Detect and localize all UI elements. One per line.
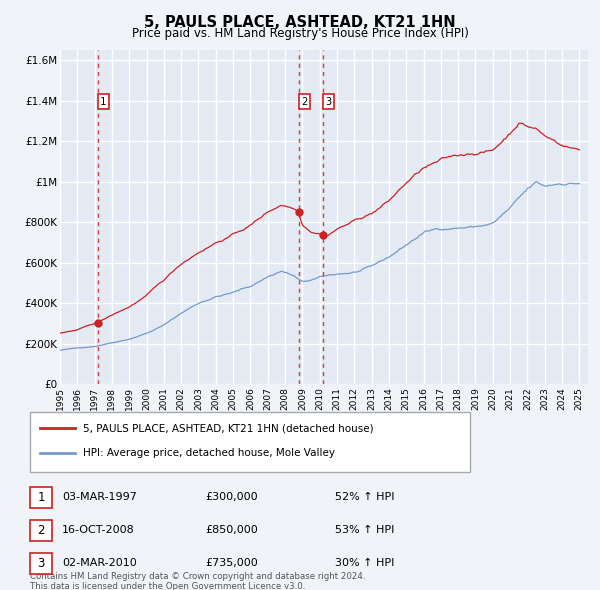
Text: £850,000: £850,000: [205, 525, 258, 535]
Text: 02-MAR-2010: 02-MAR-2010: [62, 558, 137, 568]
Text: 16-OCT-2008: 16-OCT-2008: [62, 525, 135, 535]
Text: 3: 3: [325, 97, 331, 107]
Text: Price paid vs. HM Land Registry's House Price Index (HPI): Price paid vs. HM Land Registry's House …: [131, 27, 469, 40]
Text: 03-MAR-1997: 03-MAR-1997: [62, 492, 137, 502]
Text: 3: 3: [37, 557, 44, 570]
Text: Contains HM Land Registry data © Crown copyright and database right 2024.
This d: Contains HM Land Registry data © Crown c…: [30, 572, 365, 590]
Text: 1: 1: [37, 491, 45, 504]
Bar: [30, 553, 52, 573]
Text: 30% ↑ HPI: 30% ↑ HPI: [335, 558, 394, 568]
Text: £735,000: £735,000: [205, 558, 258, 568]
Bar: [30, 520, 52, 540]
Text: HPI: Average price, detached house, Mole Valley: HPI: Average price, detached house, Mole…: [83, 448, 335, 458]
Text: 2: 2: [37, 524, 45, 537]
Text: 5, PAULS PLACE, ASHTEAD, KT21 1HN: 5, PAULS PLACE, ASHTEAD, KT21 1HN: [144, 15, 456, 30]
Bar: [30, 487, 52, 507]
Text: £300,000: £300,000: [205, 492, 257, 502]
Text: 2: 2: [301, 97, 308, 107]
Text: 53% ↑ HPI: 53% ↑ HPI: [335, 525, 394, 535]
Text: 5, PAULS PLACE, ASHTEAD, KT21 1HN (detached house): 5, PAULS PLACE, ASHTEAD, KT21 1HN (detac…: [83, 424, 374, 434]
Text: 1: 1: [100, 97, 106, 107]
Bar: [30, 412, 470, 471]
Text: 52% ↑ HPI: 52% ↑ HPI: [335, 492, 395, 502]
